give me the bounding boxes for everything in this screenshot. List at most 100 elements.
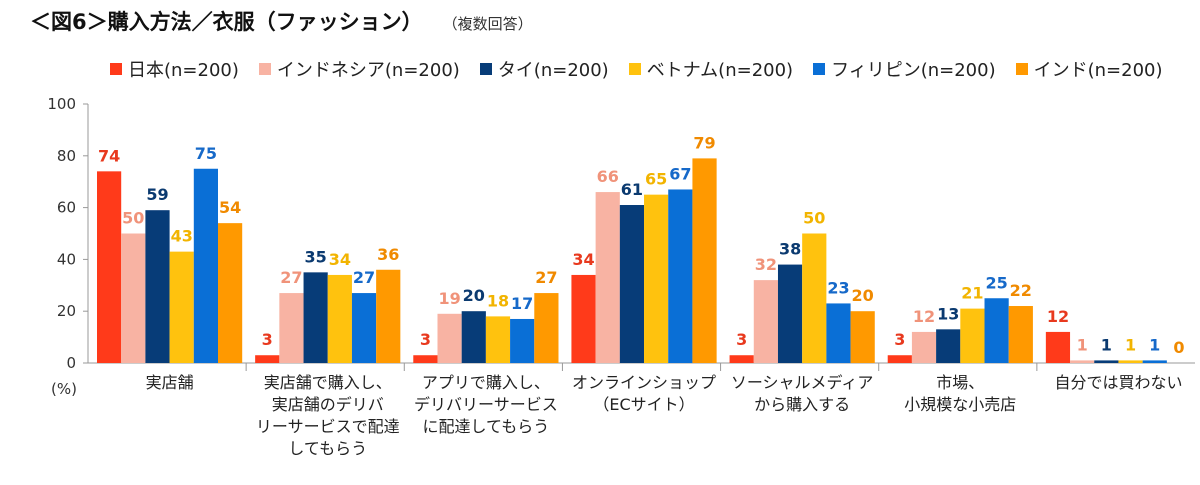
bar	[668, 189, 693, 363]
data-label: 50	[122, 209, 144, 228]
legend-item: 日本(n=200)	[110, 56, 239, 82]
legend-label: インド(n=200)	[1033, 60, 1163, 81]
category-label-line: に配達してもらう	[423, 417, 550, 436]
category-label: オンラインショップ （ECサイト）	[572, 373, 716, 414]
legend-swatch	[479, 63, 492, 75]
data-label: 34	[329, 250, 351, 269]
bar	[692, 158, 717, 363]
data-label: 36	[377, 245, 399, 264]
category-label: 実店舗	[146, 373, 194, 392]
data-label: 12	[913, 307, 935, 326]
category-label-line: 実店舗	[146, 373, 194, 392]
data-label: 25	[985, 273, 1007, 292]
data-label: 32	[755, 255, 777, 274]
category-label-line: 小規模な小売店	[904, 395, 1016, 414]
data-label: 18	[487, 291, 509, 310]
bar	[802, 233, 827, 363]
data-label: 27	[280, 268, 302, 287]
legend-item: インド(n=200)	[1015, 56, 1163, 82]
category-label: アプリで購入し、デリバリーサービスに配達してもらう	[414, 373, 558, 436]
bar	[303, 272, 328, 363]
legend-label: フィリピン(n=200)	[831, 60, 996, 81]
category-label-line: アプリで購入し、	[422, 373, 550, 392]
category-label-line: （ECサイト）	[593, 395, 694, 414]
bar	[510, 318, 535, 363]
data-label: 1	[1077, 335, 1088, 354]
data-label: 43	[171, 227, 193, 246]
data-label: 3	[736, 330, 747, 349]
category-label-line: デリバリーサービス	[414, 395, 558, 414]
data-label: 27	[535, 268, 557, 287]
bar	[121, 233, 146, 363]
bar	[960, 308, 985, 363]
bar	[936, 329, 961, 363]
category-label-line: オンラインショップ	[572, 373, 716, 392]
bar	[777, 264, 803, 363]
y-tick-label: 20	[57, 302, 76, 320]
bar	[753, 280, 778, 363]
data-label: 20	[852, 286, 874, 305]
data-label: 1	[1149, 335, 1160, 354]
data-label: 17	[511, 294, 533, 313]
bar	[1070, 360, 1095, 363]
bar	[413, 355, 438, 363]
data-label: 19	[438, 289, 460, 308]
legend-swatch	[258, 63, 271, 75]
bar	[1045, 331, 1071, 363]
bar	[279, 293, 304, 363]
data-label: 3	[420, 330, 431, 349]
bar	[351, 293, 377, 363]
legend: 日本(n=200) インドネシア(n=200) タイ(n=200) ベトナム(n=20…	[110, 56, 1163, 82]
category-label-line: してもらう	[288, 439, 367, 458]
bar	[169, 251, 194, 363]
bar	[1142, 360, 1167, 363]
legend-swatch	[1015, 63, 1028, 75]
bar	[145, 210, 170, 363]
legend-item: フィリピン(n=200)	[813, 56, 996, 82]
category-label: 自分では買わない	[1054, 373, 1182, 392]
data-label: 59	[146, 185, 168, 204]
bar	[571, 274, 596, 363]
bar	[619, 205, 645, 363]
data-label: 54	[219, 198, 241, 217]
bar	[97, 171, 122, 363]
bar	[327, 274, 352, 363]
bar	[911, 331, 937, 363]
data-label: 0	[1173, 338, 1184, 357]
data-label: 74	[98, 146, 120, 165]
data-label: 20	[463, 286, 485, 305]
bar	[1008, 306, 1033, 363]
legend-item: インドネシア(n=200)	[258, 56, 460, 82]
data-label: 35	[305, 247, 327, 266]
legend-item: タイ(n=200)	[479, 56, 609, 82]
data-label: 66	[597, 167, 619, 186]
category-label-line: 実店舗で購入し、	[264, 373, 392, 392]
category-label-line: 市場、	[936, 373, 984, 392]
category-label-line: ソーシャルメディア	[731, 373, 874, 392]
bar	[1094, 360, 1119, 363]
bar	[595, 192, 620, 363]
data-label: 1	[1125, 335, 1136, 354]
data-label: 79	[693, 133, 715, 152]
legend-label: インドネシア(n=200)	[276, 60, 460, 81]
data-label: 61	[621, 180, 643, 199]
bar	[887, 355, 912, 363]
category-label: 実店舗で購入し、実店舗のデリバリーサービスで配達してもらう	[256, 373, 400, 458]
data-label: 22	[1010, 281, 1032, 300]
data-label: 3	[894, 330, 905, 349]
y-axis-label: (%)	[51, 380, 77, 398]
bar	[1118, 360, 1143, 363]
data-label: 13	[937, 304, 959, 323]
data-label: 21	[961, 284, 983, 303]
data-label: 12	[1047, 307, 1069, 326]
category-label-line: から購入する	[754, 395, 850, 414]
category-label: ソーシャルメディアから購入する	[731, 373, 874, 414]
bar	[644, 194, 669, 363]
bar	[729, 355, 754, 363]
legend-label: ベトナム(n=200)	[646, 60, 794, 81]
category-label-line: リーサービスで配達	[256, 417, 400, 436]
y-tick-label: 0	[66, 354, 76, 372]
legend-item: ベトナム(n=200)	[628, 56, 794, 82]
data-label: 23	[827, 278, 849, 297]
